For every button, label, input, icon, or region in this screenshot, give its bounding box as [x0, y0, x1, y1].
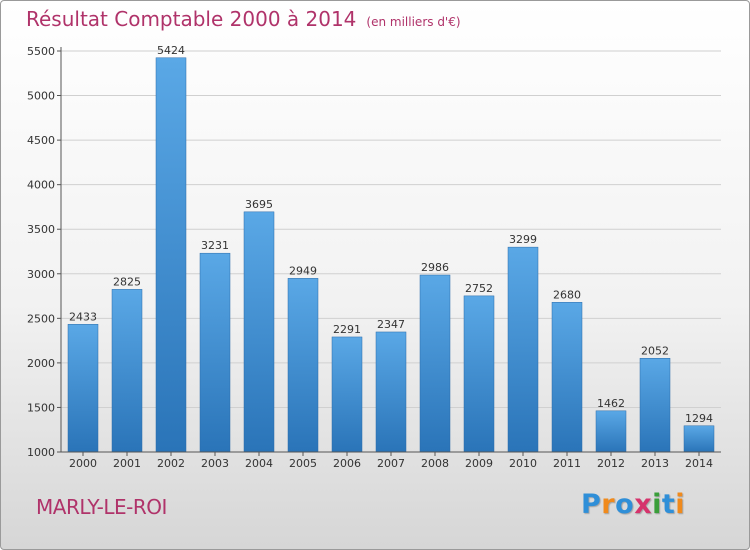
logo-letter: x — [634, 489, 653, 520]
x-tick-label-2003: 2003 — [201, 457, 229, 470]
x-tick-label-2007: 2007 — [377, 457, 405, 470]
unit-text: (en milliers d'€) — [366, 15, 461, 29]
x-tick-label-2001: 2001 — [113, 457, 141, 470]
x-tick-label-2011: 2011 — [553, 457, 581, 470]
data-label-2012: 1462 — [597, 397, 625, 410]
data-label-2002: 5424 — [157, 44, 185, 57]
bar-2001 — [111, 289, 143, 453]
data-label-2004: 3695 — [245, 198, 273, 211]
bar-2006 — [331, 336, 363, 453]
logo-letter: i — [675, 489, 686, 520]
commune-name: MARLY-LE-ROI — [36, 495, 167, 519]
y-tick-label: 1000 — [27, 446, 55, 459]
data-label-2013: 2052 — [641, 344, 669, 357]
data-label-2003: 3231 — [201, 239, 229, 252]
logo-letter: i — [652, 489, 662, 520]
data-label-2009: 2752 — [465, 282, 493, 295]
y-tick-label: 3000 — [27, 268, 55, 281]
bar-2010 — [507, 246, 539, 453]
data-label-2008: 2986 — [421, 261, 449, 274]
y-tick-label: 2500 — [27, 312, 55, 325]
x-tick-label-2002: 2002 — [157, 457, 185, 470]
bar-2005 — [287, 278, 319, 453]
x-tick-label-2008: 2008 — [421, 457, 449, 470]
x-tick-label-2006: 2006 — [333, 457, 361, 470]
logo-letter: r — [601, 489, 616, 520]
y-tick-label: 5000 — [27, 90, 55, 103]
bar-2012 — [595, 410, 627, 453]
bar-2013 — [639, 358, 671, 453]
x-tick-label-2004: 2004 — [245, 457, 273, 470]
x-tick-label-2014: 2014 — [685, 457, 713, 470]
bar-2007 — [375, 331, 407, 453]
bar-2008 — [419, 274, 451, 453]
x-tick-label-2005: 2005 — [289, 457, 317, 470]
y-tick-label: 4000 — [27, 179, 55, 192]
y-tick-label: 3500 — [27, 223, 55, 236]
x-tick-label-2000: 2000 — [69, 457, 97, 470]
data-label-2006: 2291 — [333, 323, 361, 336]
labels: 1000 1500 2000 2500 3000 3500 4000 4500 5000 5500… — [27, 44, 713, 470]
x-tick-label-2013: 2013 — [641, 457, 669, 470]
bar-2004 — [243, 211, 275, 453]
bar-2002 — [155, 57, 187, 453]
data-label-2000: 2433 — [69, 310, 97, 323]
axes — [57, 47, 721, 456]
data-label-2001: 2825 — [113, 275, 141, 288]
data-label-2005: 2949 — [289, 264, 317, 277]
bar-2003 — [199, 252, 231, 453]
logo-letter: o — [615, 489, 635, 520]
x-tick-label-2009: 2009 — [465, 457, 493, 470]
y-tick-label: 1500 — [27, 401, 55, 414]
data-label-2010: 3299 — [509, 233, 537, 246]
proxiti-logo: Proxiti — [581, 489, 685, 520]
chart-title: Résultat Comptable 2000 à 2014 (en millie… — [26, 7, 461, 31]
x-tick-label-2012: 2012 — [597, 457, 625, 470]
logo-letter: P — [581, 489, 602, 520]
bars — [67, 57, 715, 453]
bar-2009 — [463, 295, 495, 453]
x-tick-label-2010: 2010 — [509, 457, 537, 470]
data-label-2007: 2347 — [377, 318, 405, 331]
y-tick-label: 4500 — [27, 134, 55, 147]
y-tick-label: 5500 — [27, 45, 55, 58]
data-label-2014: 1294 — [685, 412, 713, 425]
data-label-2011: 2680 — [553, 288, 581, 301]
logo-letter: t — [661, 489, 676, 520]
bar-2011 — [551, 302, 583, 453]
y-tick-label: 2000 — [27, 357, 55, 370]
bar-2014 — [683, 425, 715, 453]
bar-2000 — [67, 324, 99, 453]
title-text: Résultat Comptable 2000 à 2014 — [26, 7, 357, 31]
